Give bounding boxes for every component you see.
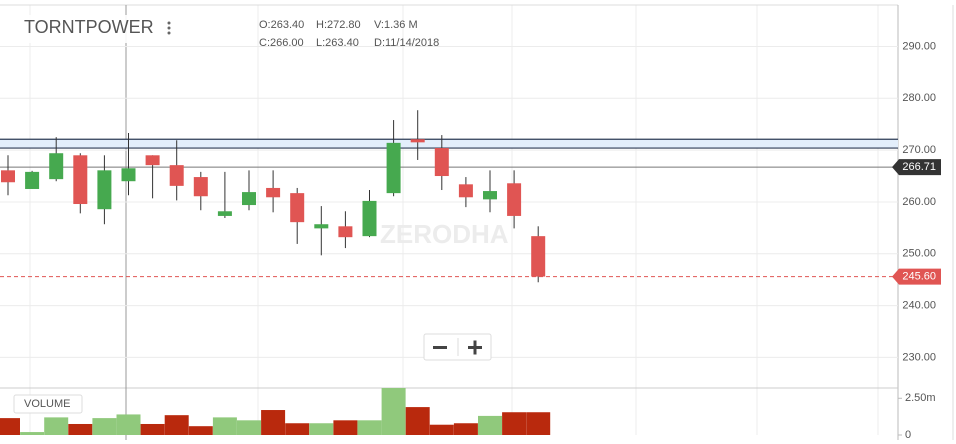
y-tick-label: 0 <box>905 429 911 441</box>
candle-body <box>1 170 15 183</box>
candle-body <box>314 224 329 229</box>
volume-bar <box>68 423 93 435</box>
volume-bar <box>188 426 213 435</box>
menu-icon[interactable] <box>167 21 171 35</box>
candle-body <box>507 183 522 216</box>
candle-body <box>266 187 281 198</box>
y-tick-label: 260.00 <box>902 196 936 208</box>
volume-bar <box>526 412 551 435</box>
volume-bar <box>357 420 382 435</box>
title-bg <box>14 15 244 43</box>
y-tick-label: 230.00 <box>902 351 936 363</box>
volume-bar <box>92 418 117 435</box>
band-fill <box>0 139 898 149</box>
volume-bar <box>0 418 20 435</box>
y-tick-label: 2.50m <box>905 392 936 404</box>
candle-body <box>386 142 401 194</box>
volume-title: VOLUME <box>24 398 70 410</box>
price-marker-label: 266.71 <box>902 161 936 173</box>
candle-body <box>73 155 88 205</box>
candle-body <box>338 226 353 238</box>
volume-bar <box>381 388 406 435</box>
watermark: ZERODHA <box>380 219 509 249</box>
volume-bar <box>285 423 310 435</box>
volume-bar <box>405 407 430 435</box>
candle-body <box>458 184 473 198</box>
price-marker-label: 245.60 <box>902 270 936 282</box>
info-low: L:263.40 <box>316 37 359 49</box>
volume-bar <box>20 432 45 435</box>
volume-bar <box>453 423 478 435</box>
info-high: H:272.80 <box>316 19 361 31</box>
candle-body <box>193 177 208 197</box>
candle-body <box>217 211 232 216</box>
candle-body <box>145 155 160 166</box>
info-volume: V:1.36 M <box>374 19 418 31</box>
info-close: C:266.00 <box>259 37 304 49</box>
candle-body <box>97 170 112 210</box>
volume-bar <box>140 423 165 435</box>
zoom-controls <box>423 333 492 361</box>
candle-body <box>434 148 449 177</box>
y-tick-label: 270.00 <box>902 144 936 156</box>
volume-bar <box>237 420 261 435</box>
volume-label-box <box>13 394 83 414</box>
volume-bar <box>478 415 502 435</box>
candle-body <box>49 153 64 180</box>
candle-body <box>121 168 136 182</box>
volume-bar <box>164 415 189 435</box>
candle-body <box>169 165 184 186</box>
candle-body <box>290 193 305 223</box>
volume-bar <box>261 410 286 435</box>
info-open: O:263.40 <box>259 19 304 31</box>
price-marker-box <box>892 268 941 285</box>
volume-bar <box>212 417 237 435</box>
y-tick-label: 250.00 <box>902 248 936 260</box>
volume-bar <box>502 412 527 435</box>
candle-body <box>242 192 256 206</box>
y-tick-label: 280.00 <box>902 92 936 104</box>
y-tick-label: 290.00 <box>902 40 936 52</box>
volume-bar <box>116 414 141 435</box>
candle-body <box>362 200 377 237</box>
volume-bar <box>429 424 454 435</box>
candle-body <box>410 139 425 143</box>
vertical-grid <box>29 5 879 435</box>
candle-body <box>25 171 40 189</box>
volume-bar <box>309 423 334 435</box>
info-date: D:11/14/2018 <box>374 37 439 49</box>
y-tick-label: 240.00 <box>902 300 936 312</box>
zoom-in[interactable] <box>468 340 482 355</box>
candle-body <box>483 191 497 200</box>
symbol-title: TORNTPOWER <box>24 17 154 37</box>
volume-bar <box>44 417 69 435</box>
candle-body <box>531 236 546 277</box>
price-marker-box <box>892 159 941 176</box>
zoom-out[interactable] <box>433 346 447 349</box>
volume-bar <box>333 420 358 435</box>
